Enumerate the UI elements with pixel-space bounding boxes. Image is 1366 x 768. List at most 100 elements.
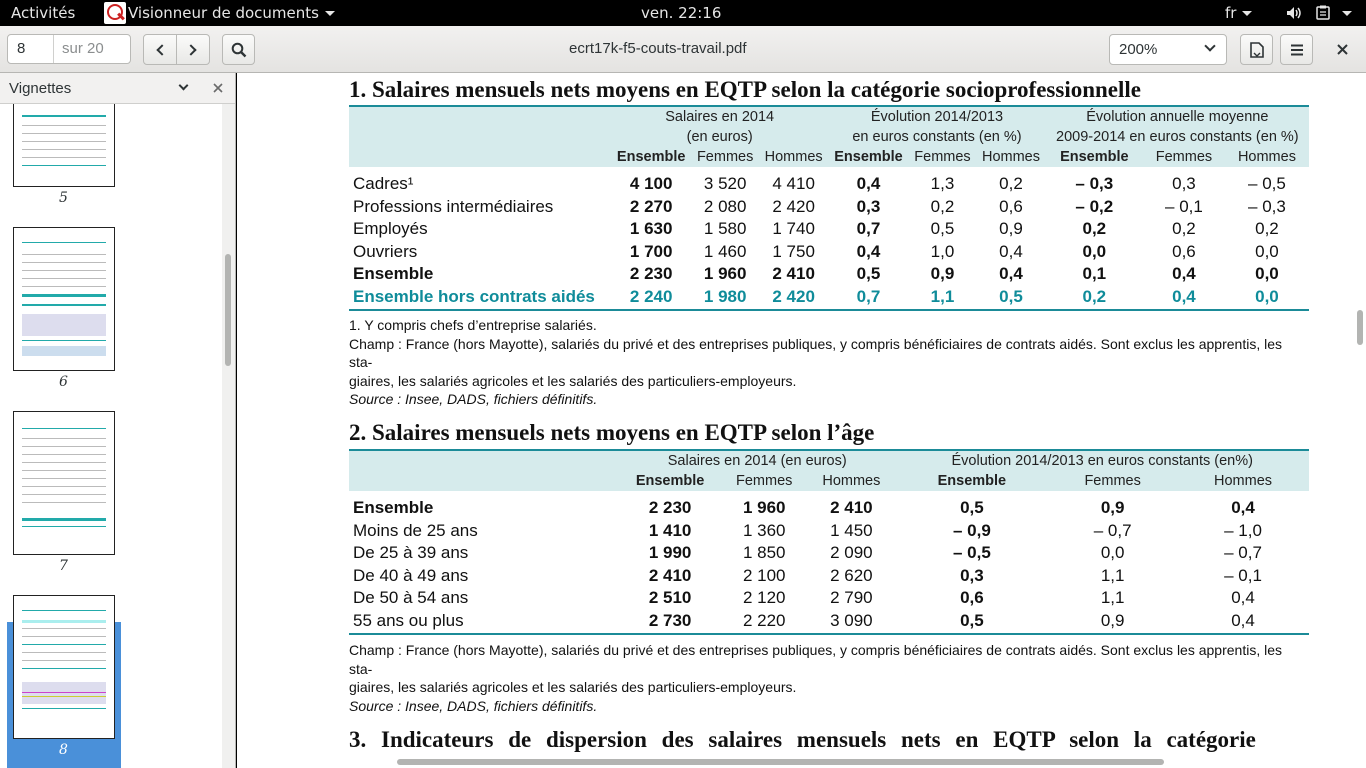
- sidebar-mode-label[interactable]: Vignettes: [9, 80, 72, 97]
- clock[interactable]: ven. 22:16: [641, 4, 722, 22]
- table-cell: 0,4: [1172, 286, 1196, 306]
- table-cell: 0,2: [930, 196, 955, 216]
- table-cell: 0,0: [1255, 286, 1279, 306]
- table-cell: 2 090: [830, 543, 873, 563]
- clipboard-icon[interactable]: [1316, 5, 1330, 20]
- source-note: Source : Insee, DADS, fichiers définitif…: [349, 697, 598, 714]
- volume-icon[interactable]: [1286, 6, 1302, 20]
- table-cell: 0,1: [1082, 264, 1107, 284]
- table-cell: 0,0: [1100, 543, 1125, 563]
- group-header: 2009-2014 en euros constants (en %): [1045, 127, 1309, 147]
- table-cell: – 0,7: [1224, 543, 1262, 563]
- next-page-button[interactable]: [176, 34, 210, 65]
- table-cell: 0,5: [999, 286, 1023, 306]
- hamburger-menu-icon: [1290, 44, 1303, 55]
- document-vertical-scrollbar[interactable]: [1355, 73, 1366, 755]
- chevron-right-icon: [185, 44, 197, 56]
- page-selector[interactable]: 8 sur 20: [7, 34, 131, 64]
- previous-page-button[interactable]: [143, 34, 177, 65]
- zoom-select[interactable]: 200%: [1109, 34, 1227, 65]
- table-cell: 0,2: [999, 174, 1023, 194]
- row-label: Professions intermédiaires: [353, 196, 554, 216]
- view-options-button[interactable]: [1240, 34, 1273, 65]
- chevron-down-icon: [1204, 40, 1216, 52]
- chevron-down-icon[interactable]: [178, 80, 189, 91]
- column-header: Hommes: [758, 147, 829, 167]
- table-cell: 0,6: [960, 588, 984, 608]
- zoom-value: 200%: [1119, 41, 1158, 58]
- table-2-notes: Champ : France (hors Mayotte), salariés …: [349, 641, 1309, 715]
- table-cell: 1 850: [742, 543, 786, 563]
- table-cell: 0,9: [1100, 610, 1125, 630]
- search-button[interactable]: [222, 34, 255, 65]
- table-cell: – 0,5: [952, 543, 991, 563]
- table-cell: 3 090: [830, 610, 873, 630]
- table-cell: 2 100: [742, 565, 786, 585]
- thumbnail-list[interactable]: 5 6 7 8: [0, 104, 222, 768]
- table-cell: 2 420: [772, 196, 815, 216]
- table-cell: 1 980: [703, 286, 747, 306]
- header-bar: 8 sur 20 ecrt17k-f5-couts-travail.pdf 20…: [0, 26, 1366, 73]
- table-cell: – 1,0: [1224, 520, 1262, 540]
- table-cell: 0,4: [856, 241, 881, 261]
- table-cell: 0,6: [1172, 241, 1196, 261]
- document-horizontal-scrollbar-thumb[interactable]: [397, 759, 1164, 765]
- table-row: Ouvriers 1 700 1 460 1 750 0,4 1,0 0,4 0,0 0,…: [349, 241, 1309, 264]
- table-cell: 0,4: [1231, 588, 1255, 608]
- table-cell: 1 450: [830, 520, 873, 540]
- caret-down-icon: [1242, 10, 1253, 16]
- scope-note: giaires, les salariés agricoles et les s…: [349, 372, 797, 389]
- sidebar-scrollbar[interactable]: [222, 104, 235, 768]
- caret-down-icon[interactable]: [1342, 11, 1352, 16]
- thumbnail-page-7[interactable]: [13, 411, 115, 555]
- close-sidebar-icon[interactable]: [213, 83, 223, 93]
- group-header: en euros constants (en %): [828, 127, 1046, 147]
- thumbnail-page-5[interactable]: [13, 104, 115, 187]
- table-cell: 0,5: [960, 498, 984, 518]
- table-cell: 0,4: [1231, 498, 1255, 518]
- document-viewer-icon: [104, 2, 126, 24]
- thumbnail-label: 8: [59, 742, 68, 758]
- group-header: (en euros): [611, 127, 829, 147]
- table-cell: 2 410: [772, 264, 815, 284]
- table-cell: 0,2: [1255, 219, 1279, 239]
- table-cell: 4 100: [629, 174, 673, 194]
- table-row: Ensemble hors contrats aidés 2 240 1 980 2…: [349, 286, 1309, 309]
- table-cell: 2 620: [830, 565, 873, 585]
- table-cell: 0,2: [1172, 219, 1196, 239]
- table-cell: 4 410: [772, 174, 815, 194]
- table-cell: 0,7: [856, 286, 881, 306]
- document-vertical-scrollbar-thumb[interactable]: [1357, 310, 1363, 345]
- document-horizontal-scrollbar[interactable]: [237, 755, 1355, 768]
- app-menu[interactable]: Visionneur de documents: [104, 0, 335, 26]
- input-language-menu[interactable]: fr: [1225, 4, 1253, 22]
- menu-button[interactable]: [1280, 34, 1313, 65]
- document-view[interactable]: 1. Salaires mensuels nets moyens en EQTP…: [237, 73, 1366, 768]
- section-1-title: 1. Salaires mensuels nets moyens en EQTP…: [349, 77, 1141, 102]
- row-label: Ouvriers: [353, 241, 418, 261]
- scope-note: giaires, les salariés agricoles et les s…: [349, 679, 797, 695]
- table-cell: 1 700: [629, 241, 673, 261]
- close-icon[interactable]: [1337, 44, 1348, 55]
- thumbnail-page-8[interactable]: [13, 595, 115, 739]
- column-header: Hommes: [807, 471, 896, 491]
- table-cell: 2 790: [830, 588, 873, 608]
- page-number-input[interactable]: 8: [8, 35, 54, 63]
- column-header: Femmes: [908, 147, 977, 167]
- group-header: Évolution annuelle moyenne: [1045, 107, 1309, 127]
- table-row: Moins de 25 ans 1 410 1 360 1 450 – 0,9 – 0…: [349, 520, 1309, 543]
- activities-button[interactable]: Activités: [11, 4, 76, 22]
- table-cell: 0,2: [1082, 286, 1107, 306]
- table-cell: 2 240: [629, 286, 673, 306]
- row-label: De 50 à 54 ans: [353, 588, 469, 608]
- table-cell: 0,7: [856, 219, 881, 239]
- source-note: Source : Insee, DADS, fichiers définitif…: [349, 391, 598, 407]
- table-row: 55 ans ou plus 2 730 2 220 3 090 0,5 0,9 0,4: [349, 610, 1309, 633]
- table-cell: 1 580: [703, 219, 747, 239]
- thumbnail-page-6[interactable]: [13, 227, 115, 371]
- table-cell: 2 220: [742, 610, 786, 630]
- sidebar-scrollbar-thumb[interactable]: [225, 254, 231, 366]
- group-header: Évolution 2014/2013 en euros constants (…: [895, 451, 1309, 471]
- column-header: Femmes: [1048, 471, 1178, 491]
- table-cell: 1 750: [772, 241, 815, 261]
